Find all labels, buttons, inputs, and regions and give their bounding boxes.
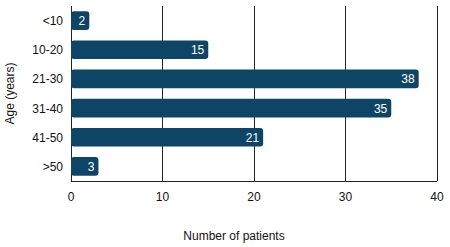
grid-line [254, 6, 255, 181]
data-label: 35 [374, 102, 388, 116]
chart: 0 10 20 30 40 2 15 38 35 21 3 <10 10-20 21-30 31-40 41-… [0, 0, 450, 247]
grid-line [345, 6, 346, 181]
x-tick-label: 20 [247, 190, 261, 204]
x-tick-label: 30 [339, 190, 353, 204]
x-tick-label: 0 [68, 190, 75, 204]
y-tick-label: 21-30 [32, 72, 63, 86]
grid-line [162, 6, 163, 181]
y-tick-label: 41-50 [32, 131, 63, 145]
grid-line [437, 6, 438, 181]
y-tick-label: 31-40 [32, 102, 63, 116]
y-tick-label: <10 [43, 14, 64, 28]
bar [71, 40, 208, 59]
x-tick-label: 10 [156, 190, 170, 204]
bar [71, 11, 89, 30]
y-axis-title: Age (years) [3, 62, 17, 124]
labels: 2 15 38 35 21 3 [79, 14, 415, 174]
y-tick-label: 10-20 [32, 43, 63, 57]
y-tick-label: >50 [43, 160, 64, 174]
bar [71, 157, 98, 176]
x-axis-title: Number of patients [183, 229, 284, 243]
bar [71, 99, 391, 118]
bars [71, 11, 419, 176]
bar [71, 70, 419, 89]
x-tick-label: 40 [430, 190, 444, 204]
data-label: 38 [401, 72, 415, 86]
data-label: 3 [88, 160, 95, 174]
bar [71, 128, 263, 147]
grid-line [71, 6, 72, 181]
x-axis-line [71, 181, 437, 182]
data-label: 2 [79, 14, 86, 28]
data-label: 21 [246, 131, 260, 145]
data-label: 15 [191, 43, 205, 57]
